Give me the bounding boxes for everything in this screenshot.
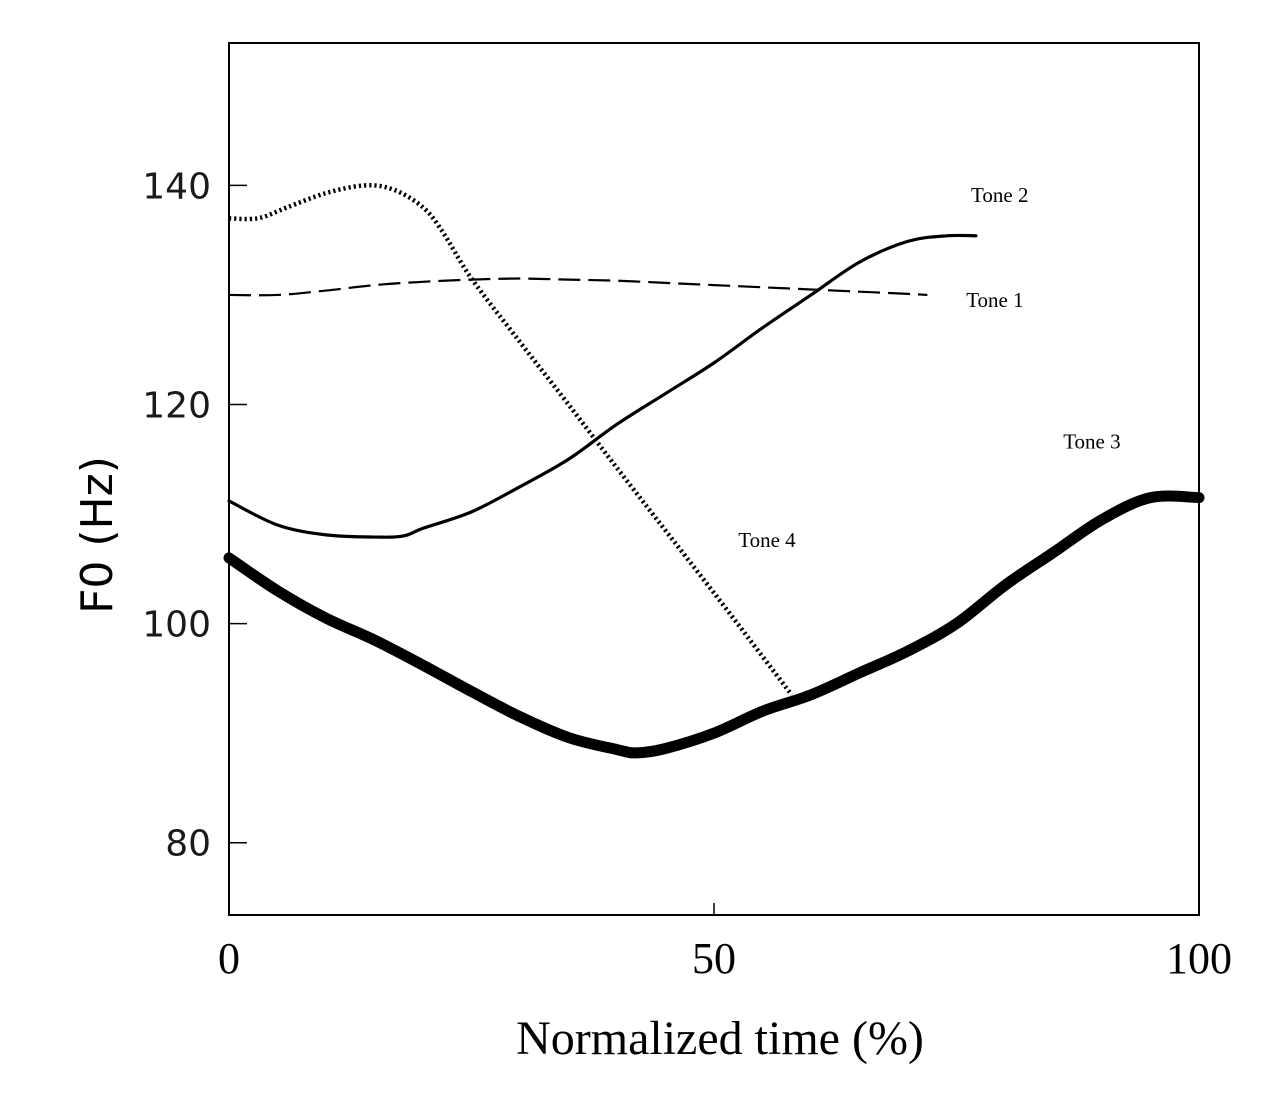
x-tick-label: 0 <box>218 934 240 983</box>
y-axis-ticks: 80 100 120 140 <box>142 166 247 865</box>
series-label-tone-4: Tone 4 <box>738 528 796 552</box>
series-label-tone-2: Tone 2 <box>971 183 1028 207</box>
x-tick-label: 50 <box>692 934 736 983</box>
series-line-tone-3 <box>223 490 1205 759</box>
x-tick-label: 100 <box>1166 934 1232 983</box>
y-tick-label: 120 <box>142 386 211 427</box>
series-line-tone-4 <box>228 183 794 697</box>
x-axis-ticks: 0 50 100 <box>218 903 1232 983</box>
y-tick-label: 80 <box>165 824 211 865</box>
series-label-tone-3: Tone 3 <box>1063 429 1120 453</box>
x-axis-label: Normalized time (%) <box>516 1012 924 1065</box>
series-label-layer: Tone 2 Tone 1 Tone 3 Tone 4 <box>738 183 1120 552</box>
series-line-tone-2 <box>227 233 978 539</box>
y-tick-label: 100 <box>142 605 211 646</box>
y-tick-label: 140 <box>142 166 211 207</box>
series-line-tone-1 <box>228 277 928 297</box>
plot-area-frame <box>228 42 1200 916</box>
series-label-tone-1: Tone 1 <box>966 288 1023 312</box>
series-layer <box>223 183 1205 759</box>
y-axis-label: F0 (Hz) <box>72 456 123 614</box>
